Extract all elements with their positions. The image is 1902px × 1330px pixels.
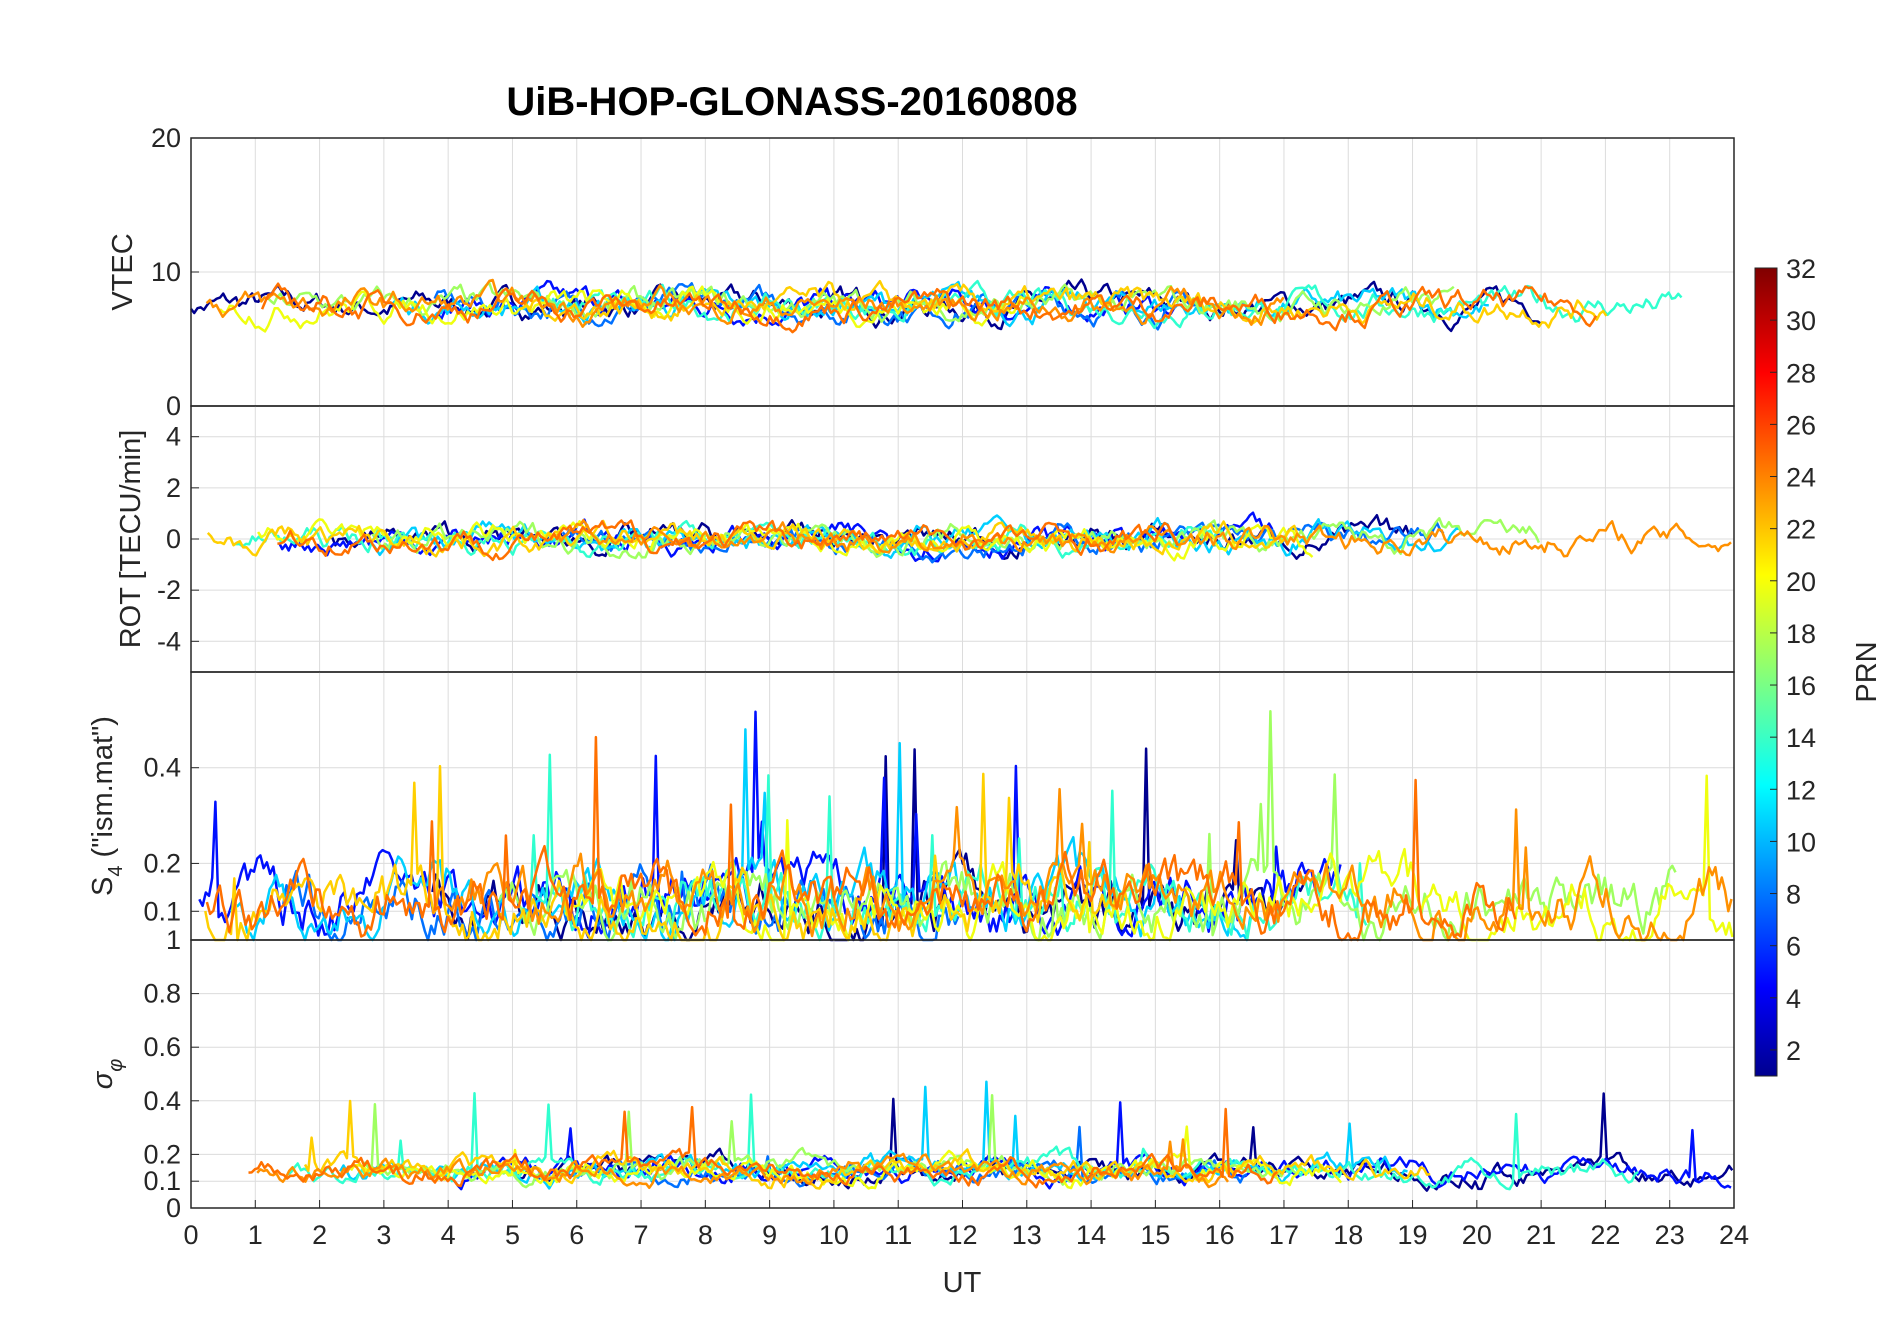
colorbar-tick-label: 28 — [1786, 358, 1816, 388]
x-tick-label: 0 — [183, 1220, 198, 1250]
y-tick-label: 2 — [166, 473, 181, 503]
chart-title: UiB-HOP-GLONASS-20160808 — [506, 80, 1077, 124]
series-line-prn-17 — [360, 1093, 1305, 1189]
x-tick-label: 17 — [1269, 1220, 1299, 1250]
y-tick-label: -2 — [157, 575, 181, 605]
series-line-prn-21 — [204, 764, 1130, 942]
x-tick-label: 21 — [1526, 1220, 1556, 1250]
series-line-prn-17 — [266, 281, 1455, 323]
x-tick-label: 24 — [1719, 1220, 1749, 1250]
x-tick-label: 22 — [1590, 1220, 1620, 1250]
y-tick-label: 0.1 — [143, 1166, 181, 1196]
x-tick-label: 5 — [505, 1220, 520, 1250]
colorbar-tick-label: 14 — [1786, 723, 1816, 753]
x-tick-label: 20 — [1462, 1220, 1492, 1250]
y-tick-label: 0.1 — [143, 896, 181, 926]
y-tick-label: 4 — [166, 422, 181, 452]
x-tick-label: 15 — [1140, 1220, 1170, 1250]
y-tick-label: 1 — [166, 925, 181, 955]
colorbar-gradient — [1754, 267, 1778, 1077]
x-tick-label: 3 — [376, 1220, 391, 1250]
colorbar-tick-label: 32 — [1786, 254, 1816, 284]
colorbar-tick-label: 8 — [1786, 880, 1801, 910]
x-tick-label: 14 — [1076, 1220, 1106, 1250]
y-tick-label: 0 — [166, 391, 181, 421]
x-tick-label: 13 — [1012, 1220, 1042, 1250]
panel-s4: 0.1 0.2 0.4 S4 ("ism.mat") — [87, 671, 1735, 942]
colorbar-tick-label: 6 — [1786, 932, 1801, 962]
x-tick-label: 11 — [884, 1220, 912, 1250]
colorbar-tick-label: 4 — [1786, 984, 1801, 1014]
colorbar-tick-label: 20 — [1786, 567, 1816, 597]
series-line-prn-24 — [260, 282, 1598, 334]
x-axis-label: UT — [943, 1267, 982, 1299]
y-tick-label: 20 — [151, 123, 181, 153]
colorbar-tick-label: 22 — [1786, 515, 1816, 545]
y-tick-label: 0.2 — [143, 848, 181, 878]
y-tick-label: -4 — [157, 626, 181, 656]
y-tick-label: 0.8 — [143, 979, 181, 1009]
x-tick-label: 12 — [947, 1220, 977, 1250]
colorbar-tick-label: 16 — [1786, 671, 1816, 701]
y-tick-label: 0.4 — [143, 753, 181, 783]
series-line-prn-21 — [303, 1099, 1431, 1190]
ylabel-sigma-phi: σφ — [87, 1059, 127, 1090]
y-tick-label: 0.4 — [143, 1086, 181, 1116]
y-tick-label: 0 — [166, 1193, 181, 1223]
x-tick-label: 4 — [441, 1220, 456, 1250]
colorbar-tick-label: 18 — [1786, 619, 1816, 649]
colorbar-tick-label: 12 — [1786, 775, 1816, 805]
series-line-prn-24 — [277, 519, 1179, 562]
x-tick-label: 8 — [698, 1220, 713, 1250]
panel-vtec: 0 10 20 VTEC — [107, 123, 1735, 421]
series-line-prn-14 — [287, 1091, 1639, 1191]
series-line-prn-19 — [564, 774, 1734, 942]
series-line-prn-14 — [232, 519, 1224, 559]
series-line-prn-24 — [248, 1105, 1278, 1189]
colorbar-tick-label: 2 — [1786, 1036, 1801, 1066]
x-tick-label: 23 — [1655, 1220, 1685, 1250]
colorbar-tick-label: 26 — [1786, 410, 1816, 440]
series-line-prn-23 — [431, 787, 1733, 942]
series-line-prn-17 — [371, 517, 1541, 560]
colorbar-tick-label: 30 — [1786, 306, 1816, 336]
y-tick-label: 10 — [151, 257, 181, 287]
colorbar-tick-label: 10 — [1786, 827, 1816, 857]
y-tick-label: 0.6 — [143, 1032, 181, 1062]
x-tick-label: 19 — [1398, 1220, 1428, 1250]
x-tick-label: 2 — [312, 1220, 327, 1250]
ylabel-rot: ROT [TECU/min] — [115, 430, 147, 649]
panel-sigma-phi: 00.10.2 0.4 0.6 0.8 1 σφ — [87, 925, 1735, 1223]
ylabel-s4: S4 ("ism.mat") — [87, 716, 127, 896]
x-tick-label: 1 — [248, 1220, 263, 1250]
y-tick-label: 0 — [166, 524, 181, 554]
x-tick-label: 6 — [569, 1220, 584, 1250]
ylabel-vtec: VTEC — [107, 233, 139, 310]
colorbar-label: PRN — [1851, 641, 1883, 702]
series-line-prn-24 — [205, 735, 1517, 942]
x-tick-label: 9 — [762, 1220, 777, 1250]
x-tick-label: 7 — [634, 1220, 649, 1250]
x-tick-label: 10 — [819, 1220, 849, 1250]
panel-rot: -4 -2 0 2 4 ROT [TECU/min] — [115, 405, 1735, 673]
x-tick-label: 16 — [1205, 1220, 1235, 1250]
colorbar-tick-label: 24 — [1786, 463, 1816, 493]
y-tick-label: 0.2 — [143, 1139, 181, 1169]
x-tick-label: 18 — [1333, 1220, 1363, 1250]
series-line-prn-23 — [256, 1138, 1230, 1190]
